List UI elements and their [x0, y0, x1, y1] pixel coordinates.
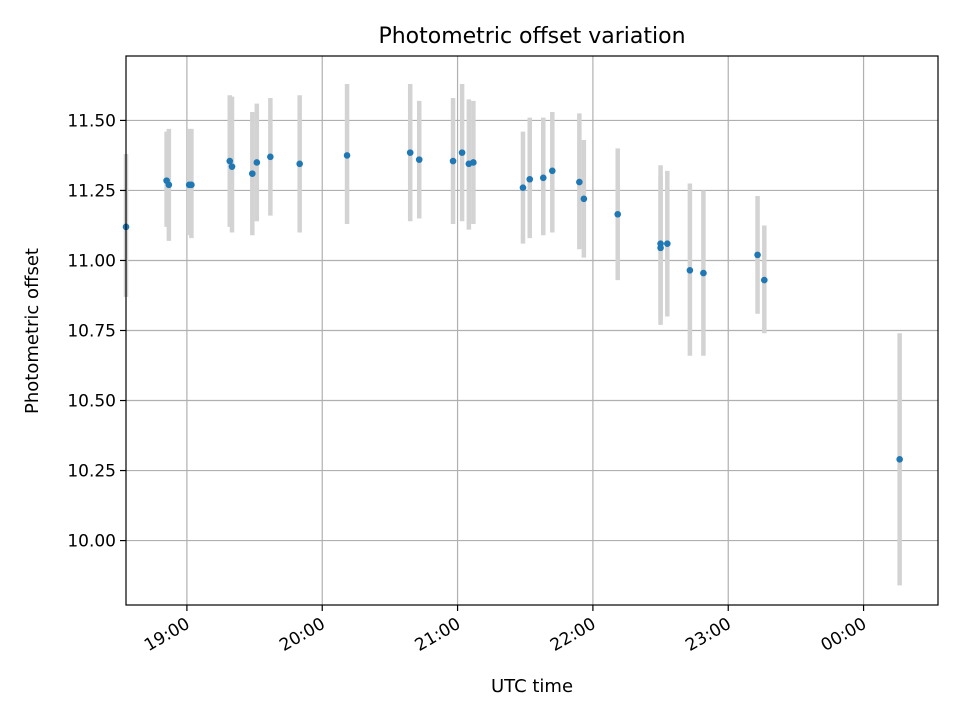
grid-lines: [126, 56, 938, 605]
x-tick-label: 22:00: [547, 614, 599, 656]
data-point: [226, 157, 234, 165]
data-point: [686, 266, 694, 274]
data-point: [253, 159, 261, 166]
x-tick-label: 19:00: [141, 614, 193, 656]
x-axis-label: UTC time: [491, 676, 573, 697]
x-tick-label: 23:00: [682, 614, 734, 656]
data-point: [754, 251, 761, 259]
data-point: [614, 210, 622, 218]
data-point: [549, 167, 556, 175]
y-tick-label: 10.00: [67, 532, 116, 552]
data-point: [343, 152, 351, 159]
data-point: [519, 184, 527, 191]
y-tick-label: 11.25: [67, 181, 116, 201]
error-bars: [123, 84, 902, 586]
data-point: [576, 178, 583, 186]
data-point: [470, 159, 477, 166]
data-point: [228, 163, 236, 170]
data-point: [458, 149, 466, 156]
data-point: [165, 181, 173, 189]
data-point: [539, 174, 547, 182]
data-point: [657, 244, 664, 252]
chart-title: Photometric offset variation: [378, 24, 685, 49]
y-tick-label: 10.50: [67, 392, 116, 412]
data-point: [267, 153, 274, 161]
x-axis: 19:00 20:00 21:00 22:00 23:00 00:00: [141, 605, 870, 656]
data-point: [761, 276, 768, 284]
data-point: [449, 157, 457, 165]
x-tick-label: 21:00: [412, 614, 464, 656]
x-tick-label: 20:00: [276, 614, 328, 656]
data-point: [188, 181, 195, 189]
y-tick-label: 10.25: [67, 462, 116, 482]
data-points: [122, 149, 903, 463]
y-axis-label: Photometric offset: [22, 248, 43, 414]
data-point: [296, 160, 303, 168]
data-point: [896, 456, 903, 463]
data-point: [526, 175, 534, 183]
data-point: [580, 195, 588, 203]
data-point: [406, 149, 414, 156]
y-tick-label: 11.00: [67, 251, 116, 271]
x-tick-label: 00:00: [818, 614, 870, 656]
y-axis: 10.00 10.25 10.50 10.75 11.00 11.25 11.50: [67, 111, 126, 552]
data-point: [700, 269, 707, 277]
y-tick-label: 11.50: [67, 111, 116, 131]
data-point: [249, 170, 256, 177]
y-tick-label: 10.75: [67, 322, 116, 342]
data-point: [664, 240, 671, 247]
data-point: [415, 156, 423, 163]
